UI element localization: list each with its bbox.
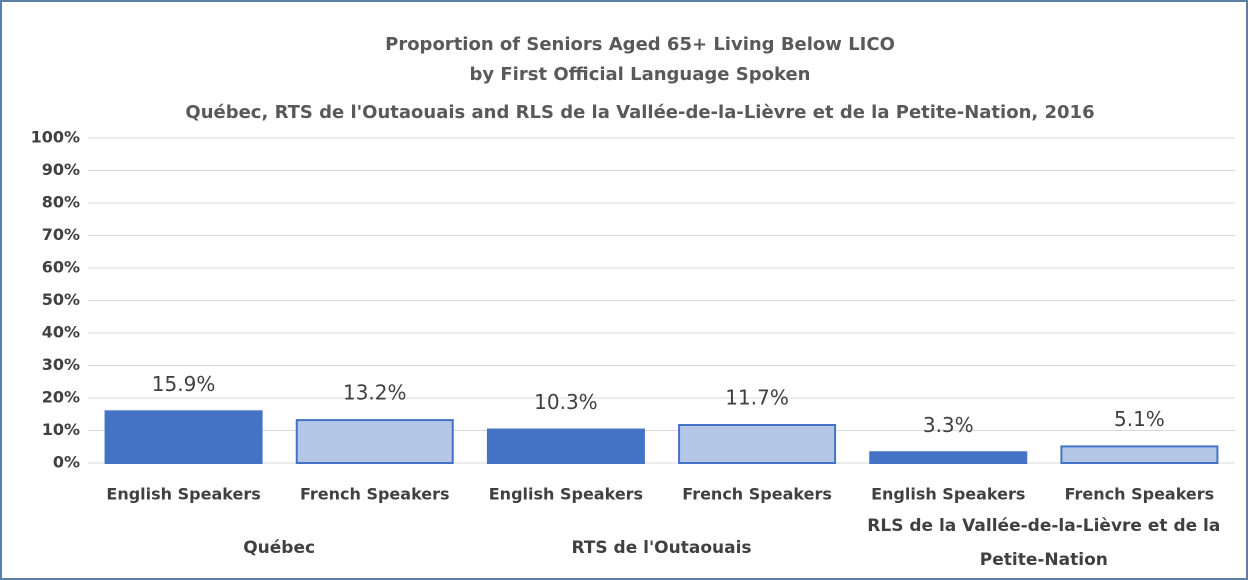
value-label: 13.2% [343, 381, 407, 405]
y-tick-label: 90% [42, 160, 80, 179]
chart-title: by First Official Language Spoken [470, 64, 811, 85]
value-label: 11.7% [725, 385, 789, 409]
bar [295, 419, 454, 465]
x-tick-label: French Speakers [682, 485, 832, 504]
value-label: 10.3% [534, 390, 598, 414]
bar [1060, 445, 1219, 464]
y-tick-label: 80% [42, 193, 80, 212]
y-tick-label: 20% [42, 388, 80, 407]
y-tick-label: 30% [42, 355, 80, 374]
value-label: 3.3% [923, 413, 974, 437]
y-tick-label: 50% [42, 290, 80, 309]
value-label: 5.1% [1114, 407, 1165, 431]
bar [678, 423, 837, 465]
bar [486, 428, 645, 464]
x-tick-label: French Speakers [1065, 485, 1215, 504]
chart-title: Québec, RTS de l'Outaouais and RLS de la… [185, 102, 1094, 123]
y-tick-label: 60% [42, 258, 80, 277]
bar [104, 410, 263, 465]
x-tick-label: English Speakers [871, 485, 1025, 504]
y-tick-label: 70% [42, 225, 80, 244]
x-tick-label: English Speakers [106, 485, 260, 504]
y-tick-label: 10% [42, 420, 80, 439]
x-tick-label: English Speakers [489, 485, 643, 504]
y-tick-label: 100% [31, 128, 80, 147]
y-tick-label: 40% [42, 323, 80, 342]
x-tick-label: French Speakers [300, 485, 450, 504]
bar [869, 451, 1028, 464]
group-label: Québec [243, 538, 316, 558]
group-label: RTS de l'Outaouais [571, 538, 752, 558]
group-label: RLS de la Vallée-de-la-Lièvre et de la P… [867, 516, 1221, 570]
value-label: 15.9% [152, 372, 216, 396]
y-tick-label: 0% [53, 453, 80, 472]
chart-title: Proportion of Seniors Aged 65+ Living Be… [385, 34, 895, 55]
